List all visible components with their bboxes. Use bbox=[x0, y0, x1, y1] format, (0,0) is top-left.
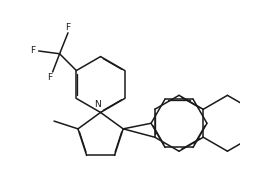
Text: F: F bbox=[66, 23, 71, 32]
Text: F: F bbox=[47, 73, 52, 82]
Text: F: F bbox=[30, 46, 35, 55]
Text: N: N bbox=[94, 100, 100, 109]
